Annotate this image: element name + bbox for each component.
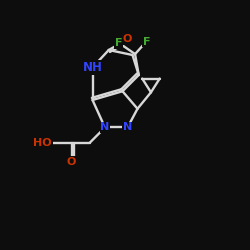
- Text: O: O: [67, 157, 76, 167]
- Text: F: F: [115, 38, 122, 48]
- Text: N: N: [123, 122, 132, 132]
- Text: HO: HO: [34, 138, 52, 147]
- Text: NH: NH: [82, 61, 102, 74]
- Text: F: F: [142, 36, 150, 46]
- Text: N: N: [100, 122, 110, 132]
- Text: O: O: [122, 34, 132, 44]
